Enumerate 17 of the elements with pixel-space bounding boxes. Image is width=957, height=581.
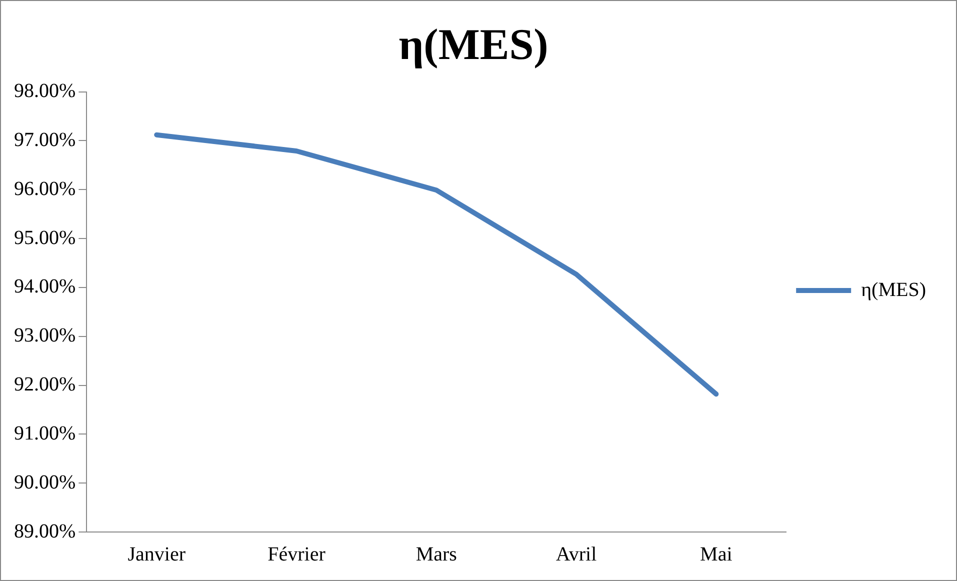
y-tick-label: 94.00% bbox=[14, 276, 76, 298]
x-tick-label: Mars bbox=[416, 543, 458, 566]
y-tick-label: 93.00% bbox=[14, 324, 76, 347]
x-tick-label: Mai bbox=[700, 543, 733, 566]
y-tick-label: 89.00% bbox=[14, 520, 76, 542]
y-tick-label: 95.00% bbox=[14, 226, 76, 249]
x-tick-label: Février bbox=[268, 543, 326, 566]
y-tick-label: 96.00% bbox=[14, 178, 76, 200]
y-tick-label: 92.00% bbox=[14, 374, 76, 396]
y-tick-label: 97.00% bbox=[14, 128, 76, 151]
x-tick-label: Avril bbox=[556, 543, 598, 566]
legend-label: η(MES) bbox=[861, 278, 926, 301]
y-tick-label: 91.00% bbox=[14, 422, 76, 444]
chart-title: η(MES) bbox=[398, 20, 548, 69]
y-tick-label: 98.00% bbox=[14, 80, 76, 102]
y-tick-label: 90.00% bbox=[14, 471, 76, 494]
x-tick-label: Janvier bbox=[128, 543, 186, 566]
